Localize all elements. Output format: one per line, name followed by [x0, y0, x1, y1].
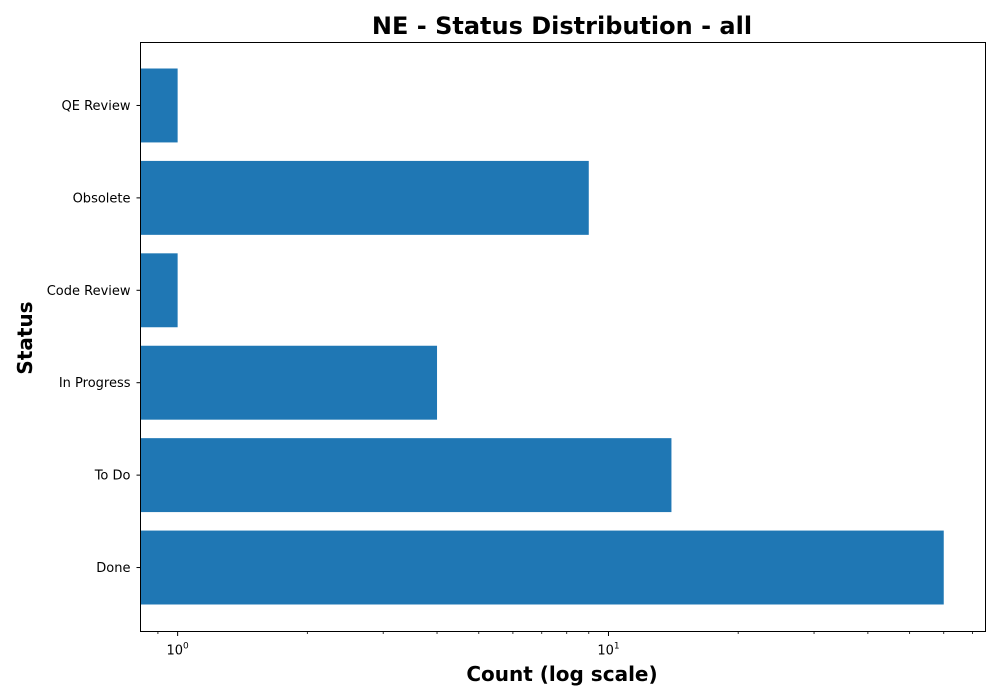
- y-axis: Done To Do In Progress Code Review Obsolete Q…: [47, 99, 141, 576]
- x-tick-label: 100: [166, 642, 189, 659]
- y-tick-label: In Progress: [59, 376, 131, 391]
- y-tick-label: Done: [96, 561, 130, 576]
- y-tick-label: To Do: [94, 469, 131, 484]
- y-tick-label: Code Review: [47, 284, 131, 299]
- y-axis-label: Status: [13, 301, 37, 374]
- x-tick-label: 101: [597, 642, 619, 659]
- chart-title: NE - Status Distribution - all: [372, 12, 752, 40]
- bars: [140, 68, 944, 605]
- bar-to-do: [140, 438, 672, 513]
- x-axis: 100 101: [157, 631, 973, 659]
- bar-qe-review: [140, 68, 178, 143]
- bar-code-review: [140, 253, 178, 328]
- bar-done: [140, 530, 944, 605]
- y-tick-label: QE Review: [62, 99, 131, 114]
- y-tick-label: Obsolete: [73, 191, 131, 206]
- bar-obsolete: [140, 160, 589, 235]
- plot-frame: [140, 42, 986, 632]
- bar-in-progress: [140, 345, 438, 420]
- x-axis-label: Count (log scale): [466, 662, 657, 686]
